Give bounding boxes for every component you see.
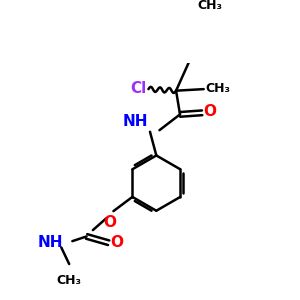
Text: CH₃: CH₃ — [205, 82, 230, 95]
Text: O: O — [204, 104, 217, 119]
Text: CH₃: CH₃ — [57, 274, 82, 286]
Text: O: O — [103, 215, 116, 230]
Text: O: O — [110, 235, 123, 250]
Text: NH: NH — [123, 114, 148, 129]
Text: CH₃: CH₃ — [197, 0, 223, 12]
Text: Cl: Cl — [130, 81, 147, 96]
Text: NH: NH — [38, 235, 63, 250]
